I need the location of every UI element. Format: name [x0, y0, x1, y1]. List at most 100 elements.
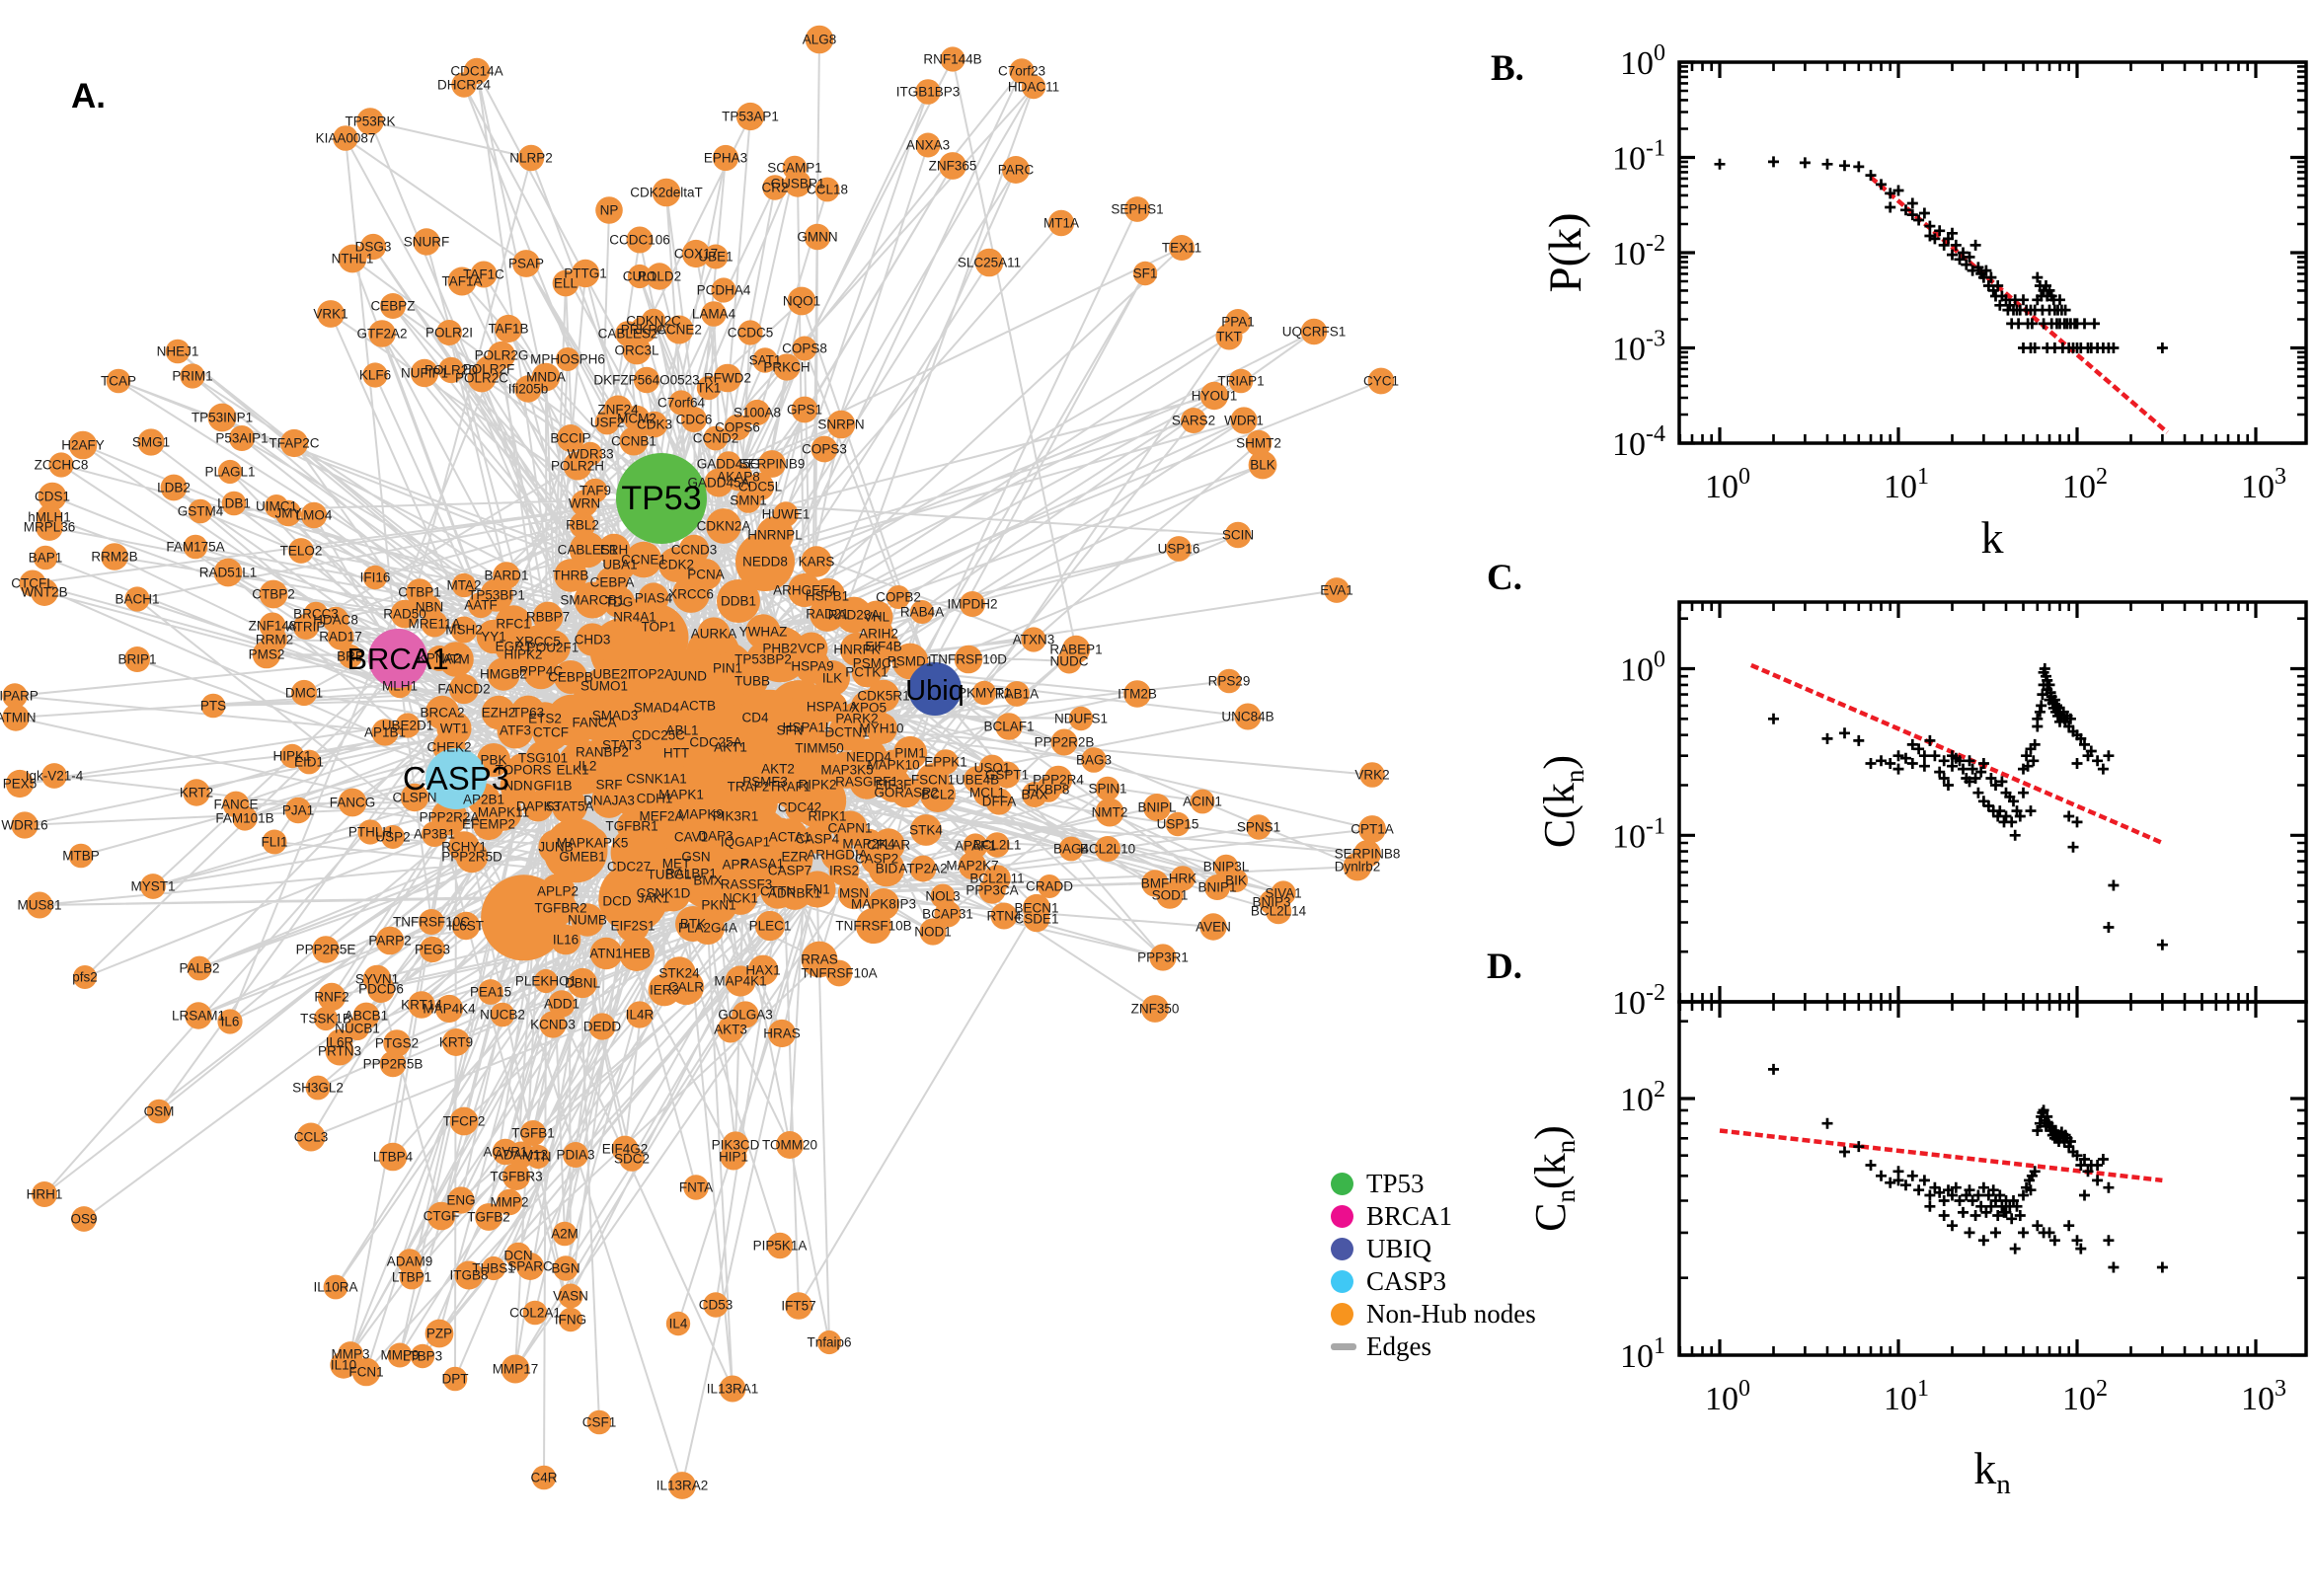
network-node — [11, 811, 39, 839]
network-node-label: FANCG — [330, 796, 376, 810]
tick-label: 103 — [2241, 1376, 2286, 1417]
network-node-label: CSNK1A1 — [626, 772, 687, 787]
network-node — [290, 679, 318, 707]
tick-label: 10-4 — [1612, 421, 1665, 463]
network-node — [760, 751, 796, 787]
network-node-label: RPS29 — [1208, 674, 1251, 689]
network-node-label: BRE — [337, 649, 364, 664]
network-node-label: FAM101B — [215, 811, 273, 826]
network-node-label: EZR — [782, 850, 809, 865]
network-node-label: MSH2 — [445, 623, 483, 638]
network-node — [514, 375, 542, 403]
network-node-label: TUBB — [734, 674, 770, 689]
network-node — [1181, 408, 1206, 433]
network-node-label: WT1 — [440, 722, 469, 736]
network-node — [359, 233, 387, 261]
network-node-label: A2M — [551, 1227, 579, 1242]
legend-item-label: UBIQ — [1366, 1234, 1431, 1263]
network-node — [799, 871, 836, 908]
network-node — [577, 705, 612, 740]
network-node-label: MRE11A — [408, 617, 460, 632]
panel-b-label: B. — [1491, 48, 1524, 89]
legend-item-label: CASP3 — [1366, 1266, 1447, 1296]
network-node-label: ORC3L — [614, 343, 659, 358]
network-node-label: UBE2D1 — [382, 719, 434, 733]
network-node — [983, 865, 1011, 892]
network-node-label: CALR — [668, 980, 704, 995]
network-node — [1081, 747, 1107, 773]
network-node — [711, 277, 736, 303]
network-node-label: NTHL1 — [332, 252, 374, 266]
network-node-label: ELL — [554, 276, 579, 291]
network-node-label: CTBP2 — [252, 587, 295, 602]
tick-label: 101 — [1620, 1333, 1665, 1375]
network-node-label: KLF6 — [359, 368, 391, 383]
hub-node-label-casp3: CASP3 — [403, 760, 509, 797]
network-node-label: NHEJ1 — [157, 344, 199, 359]
network-node — [826, 410, 856, 439]
network-node-label: UQCRFS1 — [1282, 325, 1347, 340]
tick-label: 10-1 — [1612, 136, 1665, 178]
network-node-label: ACTA1 — [769, 830, 811, 845]
network-node-label: MMP9 — [380, 1348, 419, 1363]
network-node-label: PPP2R5B — [363, 1057, 424, 1072]
network-node — [357, 819, 383, 845]
network-node-label: TNFRSF10A — [801, 966, 877, 981]
network-node — [438, 642, 474, 677]
network-node — [501, 1354, 530, 1384]
network-node-label: HSPB1 — [806, 589, 849, 604]
network-node-label: PPP2R2B — [1035, 735, 1095, 750]
network-node — [681, 407, 707, 432]
network-node-label: CCNB1 — [611, 434, 656, 449]
network-node-label: RAB1A — [995, 687, 1039, 702]
network-node — [1224, 521, 1252, 549]
network-node — [338, 244, 367, 273]
network-node-label: PHB2 — [762, 642, 797, 656]
network-node-label: CTCF — [533, 725, 569, 740]
network-node — [933, 749, 959, 775]
network-node-label: HSPA9 — [791, 659, 833, 674]
network-node — [646, 263, 673, 290]
network-node — [381, 825, 405, 849]
network-node — [825, 959, 853, 987]
network-node — [591, 783, 627, 818]
legend-edge-swatch — [1331, 1343, 1356, 1350]
network-node-label: VASN — [553, 1289, 588, 1304]
network-node-label: SMAD3 — [592, 709, 639, 723]
network-node-label: EPHA3 — [704, 151, 747, 166]
network-node — [322, 606, 349, 634]
network-node-label: UIMC1 — [256, 499, 297, 514]
hub-node-label-ubiq: Ubiq — [905, 675, 965, 707]
network-node — [493, 562, 520, 589]
network-node — [724, 414, 751, 441]
network-node — [816, 1330, 842, 1355]
network-node — [556, 347, 579, 371]
network-node-label: CDC25C — [632, 728, 685, 743]
network-node-label: CRADD — [1026, 879, 1073, 894]
network-node — [717, 579, 760, 623]
network-node — [668, 1472, 696, 1499]
network-node — [101, 543, 128, 570]
network-node — [915, 132, 941, 158]
network-node-label: SNURF — [404, 235, 450, 250]
network-node-label: NP — [600, 203, 619, 218]
network-node-label: MAP2K4 — [842, 837, 895, 852]
network-node — [785, 1292, 812, 1320]
network-node-label: PDCD6 — [358, 982, 404, 997]
network-node-label: CUL1 — [623, 269, 657, 284]
network-node-label: SCIN — [1222, 528, 1254, 543]
network-node — [594, 410, 620, 435]
network-node-label: RIPK1 — [808, 809, 846, 824]
network-node — [500, 767, 537, 804]
network-node — [531, 1465, 557, 1490]
network-node-label: GTF2A2 — [356, 327, 407, 342]
network-node-label: CCL3 — [294, 1130, 329, 1145]
network-node-label: PIN1 — [713, 661, 742, 676]
network-node — [296, 1122, 326, 1152]
network-node-label: MCL1 — [969, 786, 1005, 800]
network-node-label: ARHGDIA — [807, 848, 868, 863]
network-node-label: ITGB8 — [449, 1268, 488, 1283]
network-node-label: NUCB2 — [480, 1008, 525, 1023]
network-node-label: THRB — [553, 569, 589, 583]
network-node — [1156, 881, 1184, 909]
